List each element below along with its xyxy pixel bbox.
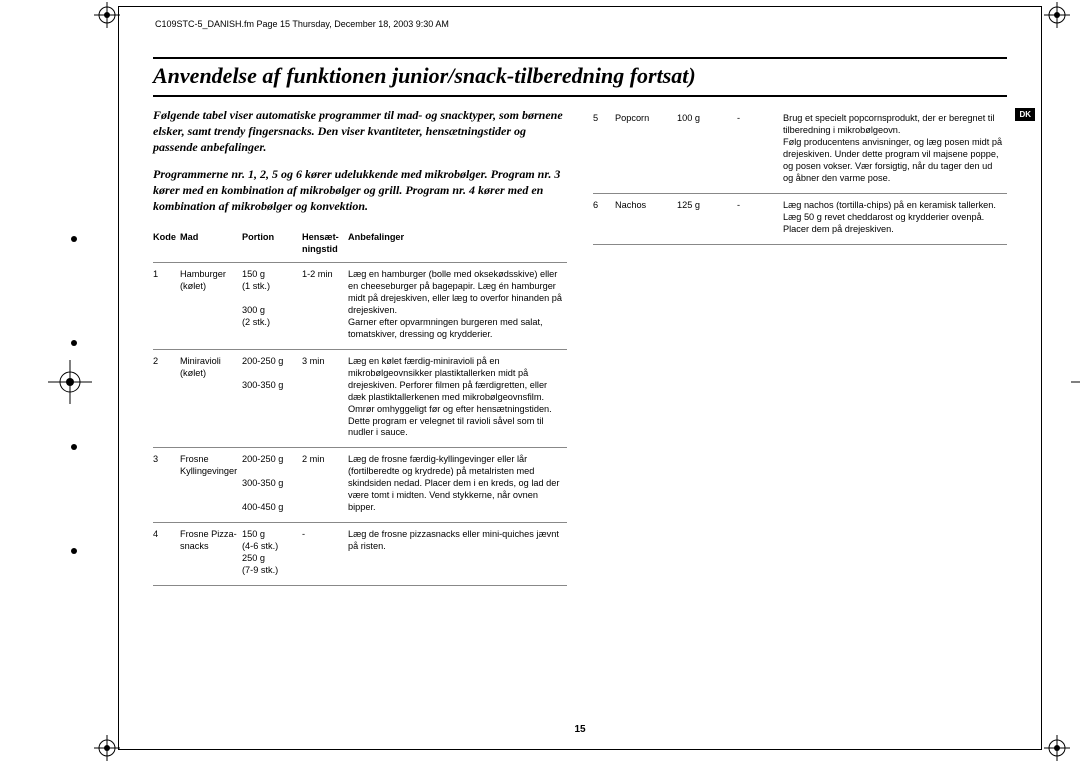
registration-mark-right xyxy=(1071,360,1080,404)
table-row: 6Nachos125 g-Læg nachos (tortilla-chips)… xyxy=(593,193,1007,244)
side-dots-left xyxy=(71,236,77,554)
col-portion: Portion xyxy=(242,228,302,262)
crop-mark-tr xyxy=(1044,2,1070,28)
header-line: C109STC-5_DANISH.fm Page 15 Thursday, De… xyxy=(155,19,1007,29)
crop-mark-bl xyxy=(94,735,120,761)
cell-anbe: Læg de frosne pizzasnacks eller mini-qui… xyxy=(348,523,567,586)
intro-paragraph-2: Programmerne nr. 1, 2, 5 og 6 kører udel… xyxy=(153,166,567,215)
registration-mark-left xyxy=(48,360,92,404)
cell-portion: 100 g xyxy=(677,107,737,193)
cell-mad: Frosne Pizza-snacks xyxy=(180,523,242,586)
cell-hens: - xyxy=(737,193,783,244)
table-row: 4Frosne Pizza-snacks150 g (4-6 stk.) 250… xyxy=(153,523,567,586)
cell-mad: Nachos xyxy=(615,193,677,244)
cell-portion: 125 g xyxy=(677,193,737,244)
cell-kode: 1 xyxy=(153,263,180,350)
cell-portion: 200-250 g 300-350 g xyxy=(242,349,302,448)
cell-kode: 3 xyxy=(153,448,180,523)
crop-mark-br xyxy=(1044,735,1070,761)
page-title: Anvendelse af funktionen junior/snack-ti… xyxy=(153,59,1007,95)
table-row: 3Frosne Kyllingevinger200-250 g 300-350 … xyxy=(153,448,567,523)
intro-paragraph-1: Følgende tabel viser automatiske program… xyxy=(153,107,567,156)
cell-hens: - xyxy=(737,107,783,193)
left-column: Følgende tabel viser automatiske program… xyxy=(153,107,567,586)
cell-anbe: Læg nachos (tortilla-chips) på en kerami… xyxy=(783,193,1007,244)
cell-portion: 150 g (1 stk.) 300 g (2 stk.) xyxy=(242,263,302,350)
cell-kode: 2 xyxy=(153,349,180,448)
cell-anbe: Brug et specielt popcornsprodukt, der er… xyxy=(783,107,1007,193)
col-hensaet: Hensæt- ningstid xyxy=(302,228,348,262)
program-table-left: Kode Mad Portion Hensæt- ningstid Anbefa… xyxy=(153,228,567,586)
cell-mad: Hamburger (kølet) xyxy=(180,263,242,350)
cell-hens: 1-2 min xyxy=(302,263,348,350)
cell-anbe: Læg de frosne færdig-kyllingevinger elle… xyxy=(348,448,567,523)
cell-portion: 150 g (4-6 stk.) 250 g (7-9 stk.) xyxy=(242,523,302,586)
col-anbefalinger: Anbefalinger xyxy=(348,228,567,262)
col-mad: Mad xyxy=(180,228,242,262)
cell-kode: 4 xyxy=(153,523,180,586)
cell-anbe: Læg en hamburger (bolle med oksekødsskiv… xyxy=(348,263,567,350)
right-column: 5Popcorn100 g-Brug et specielt popcornsp… xyxy=(593,107,1007,586)
cell-mad: Frosne Kyllingevinger xyxy=(180,448,242,523)
table-row: 2Miniravioli (kølet)200-250 g 300-350 g3… xyxy=(153,349,567,448)
cell-kode: 5 xyxy=(593,107,615,193)
col-kode: Kode xyxy=(153,228,180,262)
program-table-right: 5Popcorn100 g-Brug et specielt popcornsp… xyxy=(593,107,1007,245)
language-badge: DK xyxy=(1015,108,1035,121)
title-block: Anvendelse af funktionen junior/snack-ti… xyxy=(153,57,1007,97)
cell-portion: 200-250 g 300-350 g 400-450 g xyxy=(242,448,302,523)
cell-kode: 6 xyxy=(593,193,615,244)
crop-mark-tl xyxy=(94,2,120,28)
cell-mad: Popcorn xyxy=(615,107,677,193)
table-row: 1Hamburger (kølet)150 g (1 stk.) 300 g (… xyxy=(153,263,567,350)
table-header-row: Kode Mad Portion Hensæt- ningstid Anbefa… xyxy=(153,228,567,262)
page-frame: C109STC-5_DANISH.fm Page 15 Thursday, De… xyxy=(118,6,1042,750)
cell-hens: - xyxy=(302,523,348,586)
cell-anbe: Læg en kølet færdig-miniravioli på en mi… xyxy=(348,349,567,448)
cell-mad: Miniravioli (kølet) xyxy=(180,349,242,448)
table-row: 5Popcorn100 g-Brug et specielt popcornsp… xyxy=(593,107,1007,193)
cell-hens: 2 min xyxy=(302,448,348,523)
cell-hens: 3 min xyxy=(302,349,348,448)
page-number: 15 xyxy=(119,724,1041,735)
